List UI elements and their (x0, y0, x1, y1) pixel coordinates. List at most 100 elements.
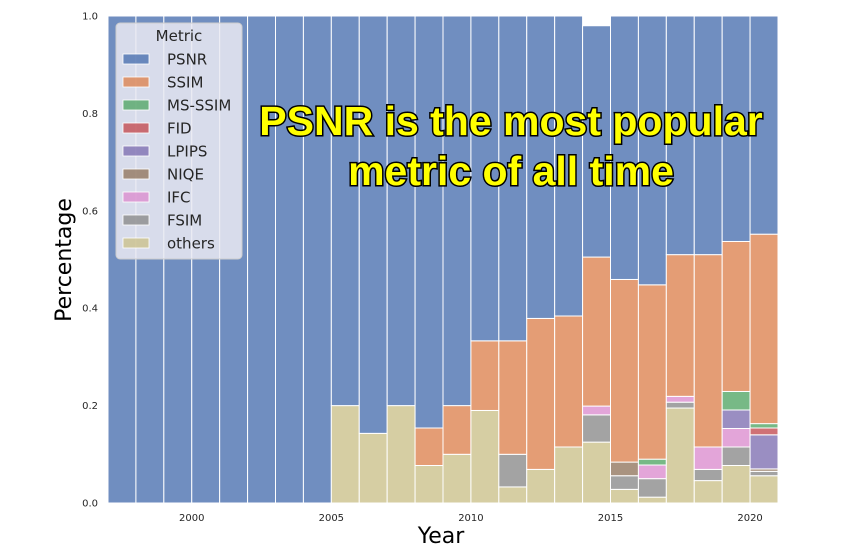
bar-psnr-2003 (275, 15, 304, 504)
legend-swatch-fid (122, 122, 150, 134)
axes-layer: 2000 2005 2010 2015 2020 0.0 0.2 0.4 0.6 0.8 1.0 (82, 12, 763, 525)
bar-psnr-2006 (358, 15, 388, 434)
bar-ms-ssim-2016 (637, 458, 667, 466)
annotation-line-2: metric of all time (348, 148, 674, 194)
x-tick-label: 2020 (737, 513, 762, 524)
legend-label-others: others (167, 235, 215, 253)
bar-ifc-2017 (665, 395, 695, 403)
x-tick-label: 2005 (319, 513, 344, 524)
bar-ifc-2014 (582, 405, 611, 416)
bar-others-2009 (442, 453, 472, 504)
x-axis-label: Year (417, 524, 466, 549)
bar-others-2013 (554, 446, 584, 504)
bar-others-2014 (582, 441, 611, 504)
bar-lpips-2020 (749, 434, 779, 470)
y-tick-label: 0.2 (82, 401, 98, 412)
bar-others-2008 (414, 465, 444, 504)
legend-swatch-niqe (122, 168, 150, 180)
legend-label-psnr: PSNR (167, 51, 207, 69)
bar-others-2012 (526, 468, 556, 504)
legend-label-ifc: IFC (167, 189, 191, 207)
legend-swatch-psnr (122, 53, 150, 65)
bar-ifc-2019 (721, 427, 751, 448)
legend-title: Metric (156, 27, 203, 45)
bar-others-2005 (330, 405, 360, 504)
x-tick-label: 2015 (598, 513, 623, 524)
bar-others-2011 (498, 486, 528, 504)
legend-label-niqe: NIQE (167, 166, 204, 184)
bar-psnr-2005 (330, 15, 360, 407)
bar-others-2010 (470, 409, 500, 504)
bar-ssim-2019 (721, 240, 751, 392)
bar-others-2020 (749, 475, 779, 504)
y-tick-label: 0.8 (82, 109, 98, 120)
bar-psnr-2012 (526, 15, 556, 319)
bar-others-2018 (693, 480, 723, 504)
bar-ssim-2013 (554, 315, 584, 448)
x-tick-label: 2000 (179, 513, 204, 524)
bar-niqe-2015 (610, 461, 639, 477)
legend-label-lpips: LPIPS (167, 143, 207, 161)
bar-ms-ssim-2020 (749, 423, 779, 429)
bar-ssim-2012 (526, 317, 556, 470)
bar-psnr-2010 (470, 15, 500, 342)
bar-fid-2020 (749, 427, 779, 436)
legend: Metric PSNR SSIM MS-SSIM FID LPIPS NIQE IFC FSIM… (115, 22, 243, 260)
legend-label-fsim: FSIM (167, 212, 202, 230)
bar-ssim-2015 (610, 278, 639, 463)
y-tick-label: 0.4 (82, 304, 98, 315)
bar-psnr-2004 (302, 15, 332, 504)
bar-psnr-2008 (414, 15, 444, 429)
legend-label-ssim: SSIM (167, 74, 203, 92)
bar-psnr-2007 (386, 15, 416, 407)
bar-ms-ssim-2019 (721, 390, 751, 411)
bar-psnr-2011 (498, 15, 528, 342)
bar-fsim-2015 (610, 475, 639, 490)
y-tick-label: 1.0 (82, 12, 98, 23)
y-tick-label: 0.0 (82, 499, 98, 510)
bar-others-2006 (358, 432, 388, 504)
legend-swatch-others (122, 237, 150, 249)
bar-lpips-2019 (721, 409, 751, 429)
bar-ssim-2011 (498, 340, 528, 455)
bar-others-2017 (665, 407, 695, 504)
y-tick-label: 0.6 (82, 206, 98, 217)
legend-label-ms-ssim: MS-SSIM (167, 97, 231, 115)
bar-fsim-2020 (749, 470, 779, 477)
y-axis-label: Percentage (52, 198, 77, 322)
bar-fsim-2011 (498, 453, 528, 488)
bar-others-2016 (637, 496, 667, 504)
legend-swatch-ms-ssim (122, 99, 150, 111)
bar-psnr-2017 (665, 15, 695, 256)
legend-swatch-ssim (122, 76, 150, 88)
bar-ssim-2014 (582, 256, 611, 407)
bar-fsim-2018 (693, 468, 723, 482)
bar-ifc-2016 (637, 464, 667, 480)
bar-psnr-2002 (247, 15, 276, 504)
bar-fsim-2016 (637, 478, 667, 498)
legend-swatch-lpips (122, 145, 150, 157)
legend-label-fid: FID (167, 120, 192, 138)
bar-ssim-2016 (637, 284, 667, 460)
legend-swatch-fsim (122, 214, 150, 226)
bar-fsim-2019 (721, 446, 751, 467)
bar-ssim-2018 (693, 254, 723, 448)
x-tick-label: 2010 (458, 513, 483, 524)
bar-fsim-2017 (665, 401, 695, 409)
bar-ifc-2018 (693, 446, 723, 470)
bar-psnr-2018 (693, 15, 723, 256)
bar-others-2019 (721, 465, 751, 504)
annotation-line-1: PSNR is the most popular (259, 98, 762, 144)
bar-psnr-2009 (442, 15, 472, 407)
bar-others-2015 (610, 488, 639, 504)
bar-ssim-2017 (665, 254, 695, 397)
legend-swatch-ifc (122, 191, 150, 203)
bar-ssim-2010 (470, 340, 500, 411)
bar-ssim-2020 (749, 233, 779, 425)
bar-ssim-2009 (442, 405, 472, 455)
bar-fsim-2014 (582, 414, 611, 443)
bar-psnr-2020 (749, 15, 779, 235)
bar-others-2007 (386, 405, 416, 504)
